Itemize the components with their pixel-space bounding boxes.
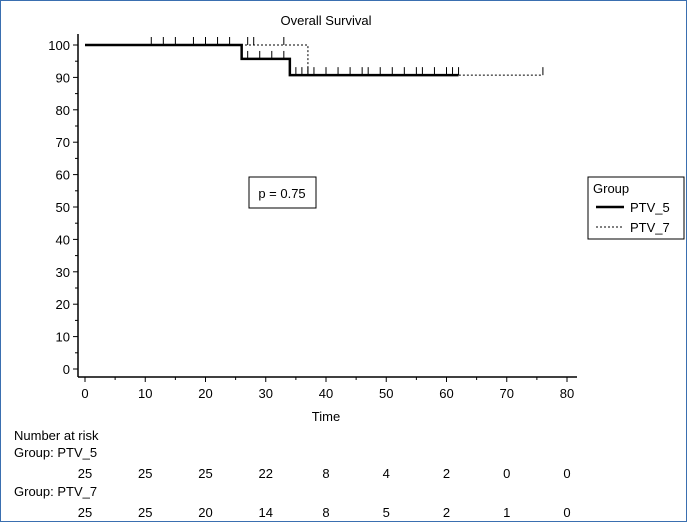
y-tick-label: 90 xyxy=(56,70,70,85)
risk-value: 25 xyxy=(77,505,93,520)
x-tick-label: 40 xyxy=(319,386,333,401)
risk-value: 8 xyxy=(322,466,330,481)
risk-group-label-ptv7: Group: PTV_7 xyxy=(14,484,98,499)
legend-box xyxy=(587,176,685,240)
legend-title: Group xyxy=(593,181,629,196)
y-tick-label: 80 xyxy=(56,103,70,118)
x-axis-label: Time xyxy=(312,409,340,424)
y-tick-label: 60 xyxy=(56,168,70,183)
risk-value: 25 xyxy=(138,505,153,520)
risk-value: 0 xyxy=(563,505,571,520)
survival-curves xyxy=(85,37,544,77)
risk-value: 0 xyxy=(563,466,571,481)
x-tick-label: 0 xyxy=(81,386,88,401)
x-tick-label: 20 xyxy=(198,386,212,401)
risk-value: 4 xyxy=(382,466,390,481)
p-value-label: p = 0.75 xyxy=(258,186,305,201)
p-value-box xyxy=(248,176,317,209)
x-tick-label: 60 xyxy=(439,386,453,401)
x-tick-label: 70 xyxy=(500,386,514,401)
survival-curve-ptv5 xyxy=(85,43,459,77)
risk-value: 25 xyxy=(77,466,93,481)
risk-value: 22 xyxy=(258,466,273,481)
risk-value: 20 xyxy=(198,505,213,520)
risk-group-label-ptv5: Group: PTV_5 xyxy=(14,445,98,460)
y-tick-label: 100 xyxy=(48,38,70,53)
risk-value: 5 xyxy=(382,505,390,520)
y-tick-label: 30 xyxy=(56,265,70,280)
legend-label-ptv7: PTV_7 xyxy=(630,220,670,235)
y-tick-label: 0 xyxy=(63,362,70,377)
risk-value: 25 xyxy=(198,466,213,481)
risk-value: 14 xyxy=(258,505,273,520)
y-tick-label: 20 xyxy=(56,297,70,312)
risk-value: 8 xyxy=(322,505,330,520)
legend-label-ptv5: PTV_5 xyxy=(630,200,670,215)
survival-curve-ptv7 xyxy=(85,44,543,76)
y-tick-label: 70 xyxy=(56,135,70,150)
y-tick-label: 50 xyxy=(56,200,70,215)
risk-value: 2 xyxy=(442,505,451,520)
y-tick-label: 10 xyxy=(56,330,70,345)
x-tick-label: 30 xyxy=(259,386,273,401)
legend: Group PTV_5 PTV_7 xyxy=(587,176,685,240)
axes: 0 10 20 30 40 50 60 70 80 90 100 0 10 20 30 40 50 60 70 80 xyxy=(48,34,577,401)
risk-value: 1 xyxy=(503,505,511,520)
y-tick-label: 40 xyxy=(56,232,70,247)
risk-table-title: Number at risk xyxy=(14,428,99,443)
risk-value: 25 xyxy=(138,466,153,481)
chart-title: Overall Survival xyxy=(280,13,371,28)
x-tick-label: 10 xyxy=(138,386,152,401)
x-tick-label: 50 xyxy=(379,386,393,401)
risk-value: 0 xyxy=(503,466,511,481)
x-tick-label: 80 xyxy=(560,386,574,401)
risk-value: 2 xyxy=(442,466,451,481)
